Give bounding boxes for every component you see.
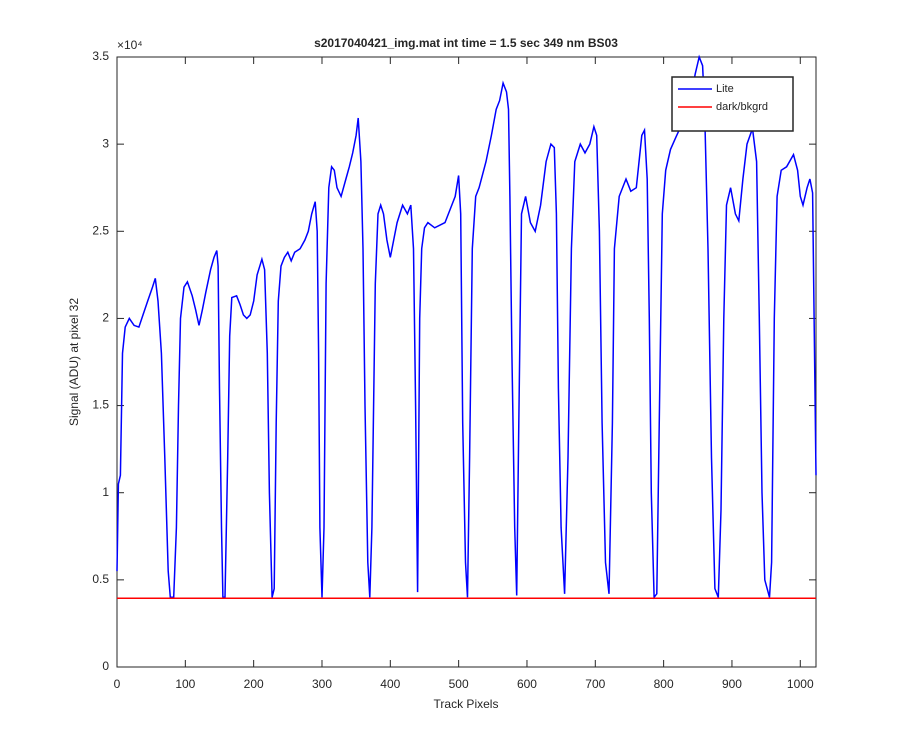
y-tick-label: 3.5 [92, 49, 109, 63]
y-tick-label: 2.5 [92, 223, 109, 237]
legend-label: Lite [716, 83, 734, 95]
x-tick-label: 200 [244, 677, 264, 691]
y-exponent: ×10⁴ [117, 38, 143, 52]
y-tick-label: 0.5 [92, 572, 109, 586]
x-tick-label: 500 [449, 677, 469, 691]
legend-box [671, 76, 794, 132]
x-tick-label: 1000 [787, 677, 814, 691]
x-axis-label: Track Pixels [434, 697, 499, 711]
x-tick-label: 800 [654, 677, 674, 691]
y-tick-label: 1.5 [92, 398, 109, 412]
x-tick-label: 600 [517, 677, 537, 691]
plot-frame [116, 56, 817, 668]
legend-label: dark/bkgrd [716, 101, 768, 113]
x-tick-label: 700 [585, 677, 605, 691]
y-axis-label: Signal (ADU) at pixel 32 [67, 298, 81, 426]
x-tick-label: 0 [114, 677, 121, 691]
x-tick-label: 400 [380, 677, 400, 691]
x-tick-label: 300 [312, 677, 332, 691]
y-tick-label: 0 [102, 659, 109, 673]
chart-title: s2017040421_img.mat int time = 1.5 sec 3… [314, 36, 618, 50]
y-tick-label: 2 [102, 311, 109, 325]
x-tick-label: 100 [175, 677, 195, 691]
y-tick-label: 3 [102, 136, 109, 150]
y-tick-label: 1 [102, 485, 109, 499]
x-tick-label: 900 [722, 677, 742, 691]
